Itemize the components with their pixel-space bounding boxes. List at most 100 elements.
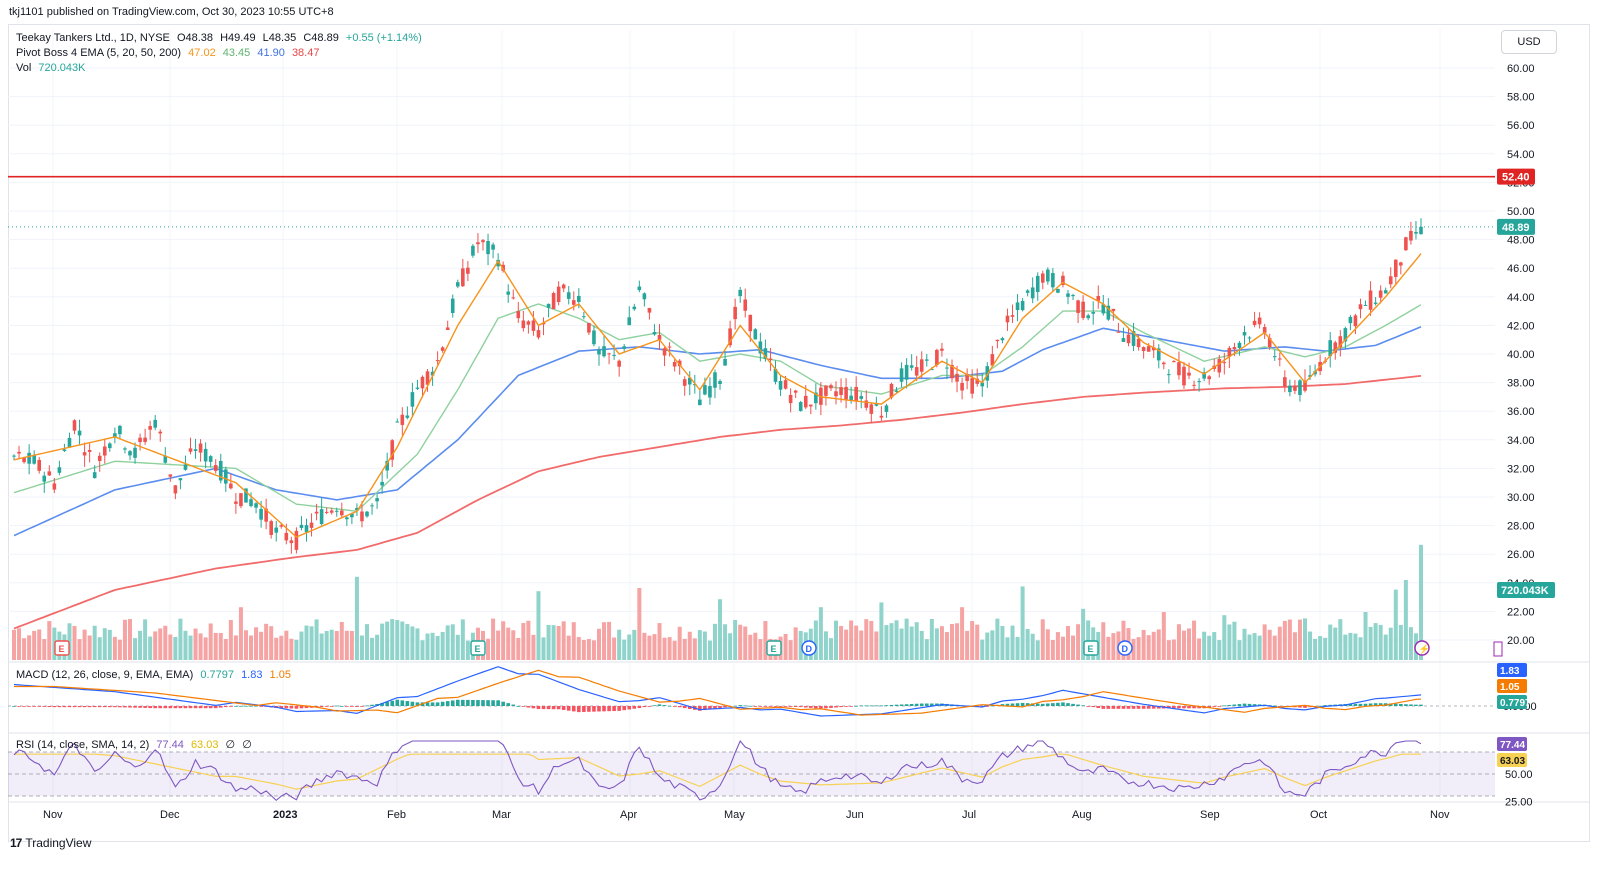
volume-bar bbox=[1313, 638, 1318, 660]
macd-hist-bar bbox=[909, 703, 914, 706]
candle-body bbox=[198, 443, 203, 453]
volume-bar bbox=[677, 626, 682, 660]
volume-bar bbox=[561, 621, 566, 660]
candle-body bbox=[1121, 338, 1126, 342]
candle-body bbox=[642, 293, 647, 300]
candle-body bbox=[622, 346, 627, 349]
candle-body bbox=[218, 460, 223, 481]
candle-body bbox=[990, 354, 995, 366]
volume-bar bbox=[359, 635, 364, 660]
volume-bar bbox=[859, 630, 864, 660]
macd-hist-bar bbox=[657, 704, 662, 706]
volume-bar bbox=[37, 629, 42, 660]
volume-bar bbox=[72, 626, 77, 660]
macd-hist-bar bbox=[748, 705, 753, 707]
candle-body bbox=[97, 455, 102, 461]
volume-bar bbox=[208, 623, 213, 660]
volume-bar bbox=[269, 626, 274, 660]
time-tick-label: Sep bbox=[1200, 809, 1220, 821]
candle-body bbox=[1177, 362, 1181, 376]
macd-hist-bar bbox=[259, 706, 263, 707]
candle-body bbox=[1409, 230, 1413, 241]
candle-body bbox=[1192, 384, 1196, 386]
candle-body bbox=[254, 503, 258, 508]
volume-bar bbox=[1373, 623, 1378, 660]
ema5-line bbox=[13, 253, 1422, 538]
volume-bar bbox=[965, 630, 970, 660]
volume-bar bbox=[365, 624, 370, 660]
rsi-badge-label: 77.44 bbox=[1500, 740, 1525, 751]
volume-bar bbox=[375, 634, 380, 660]
macd-hist-bar bbox=[27, 706, 31, 707]
macd-hist-bar bbox=[526, 706, 531, 708]
macd-hist-bar bbox=[430, 702, 435, 706]
macd-hist-bar bbox=[723, 706, 727, 708]
candle-body bbox=[1393, 259, 1398, 277]
macd-hist-bar bbox=[42, 706, 47, 707]
candle-body bbox=[1005, 315, 1010, 323]
macd-legend: MACD (12, 26, close, 9, EMA, EMA) 0.7797… bbox=[16, 669, 295, 681]
volume-bar bbox=[596, 628, 601, 660]
candle-body bbox=[582, 316, 586, 318]
macd-hist-bar bbox=[360, 706, 364, 707]
currency-button[interactable]: USD bbox=[1501, 30, 1557, 54]
volume-bar bbox=[370, 637, 375, 660]
candle-body bbox=[1040, 273, 1045, 283]
volume-bar bbox=[919, 630, 924, 660]
rsi-badge bbox=[1497, 753, 1527, 767]
volume-bar bbox=[985, 632, 990, 660]
volume-bar bbox=[1363, 612, 1368, 660]
macd-hist-bar bbox=[12, 706, 16, 707]
volume-bar bbox=[879, 602, 884, 660]
candle-body bbox=[72, 420, 77, 431]
macd-hist-bar bbox=[854, 705, 858, 707]
candle-body bbox=[1015, 302, 1020, 311]
macd-hist-bar bbox=[466, 699, 470, 706]
candle-body bbox=[561, 284, 566, 289]
volume-bar bbox=[1272, 635, 1277, 660]
volume-bar bbox=[642, 632, 647, 660]
candle-body bbox=[814, 392, 818, 404]
macd-hist-bar bbox=[476, 700, 480, 706]
volume-bar bbox=[748, 634, 753, 660]
candle-body bbox=[1116, 331, 1121, 333]
time-tick-label: Nov bbox=[1430, 809, 1450, 821]
candle-body bbox=[365, 511, 369, 517]
candle-body bbox=[577, 295, 581, 302]
rsi-badge bbox=[1497, 737, 1527, 751]
candle-body bbox=[758, 341, 763, 354]
volume-bar bbox=[415, 628, 420, 660]
volume-bar bbox=[975, 624, 980, 660]
price-tick-label: 58.00 bbox=[1507, 92, 1535, 104]
candle-body bbox=[803, 395, 808, 408]
volume-bar bbox=[526, 620, 531, 660]
volume-bar bbox=[1343, 634, 1348, 660]
macd-hist-bar bbox=[491, 700, 495, 706]
volume-legend: Vol 720.043K bbox=[16, 62, 89, 74]
tradingview-logo[interactable]: 17 TradingView bbox=[10, 836, 91, 850]
volume-bar bbox=[127, 619, 132, 660]
candle-body bbox=[17, 451, 21, 454]
candle-body bbox=[869, 404, 874, 414]
volume-bar bbox=[183, 630, 188, 660]
candle-body bbox=[1197, 381, 1201, 383]
volume-bar bbox=[672, 640, 677, 660]
macd-hist-bar bbox=[1081, 705, 1085, 707]
macd-hist-bar bbox=[824, 706, 828, 709]
volume-bar bbox=[909, 626, 914, 660]
macd-hist-bar bbox=[798, 706, 803, 708]
event-marker-letter: D bbox=[1122, 644, 1129, 654]
candle-body bbox=[647, 308, 652, 313]
candle-body bbox=[1308, 375, 1312, 377]
macd-hist-bar bbox=[687, 706, 692, 709]
candle-body bbox=[924, 359, 929, 361]
volume-bar bbox=[889, 623, 894, 660]
volume-bar bbox=[894, 620, 899, 660]
candle-body bbox=[203, 448, 208, 462]
candle-body bbox=[879, 415, 884, 418]
candle-body bbox=[1348, 316, 1353, 324]
macd-hist-bar bbox=[642, 706, 647, 708]
volume-bar bbox=[168, 634, 173, 660]
volume-bar bbox=[344, 630, 349, 660]
